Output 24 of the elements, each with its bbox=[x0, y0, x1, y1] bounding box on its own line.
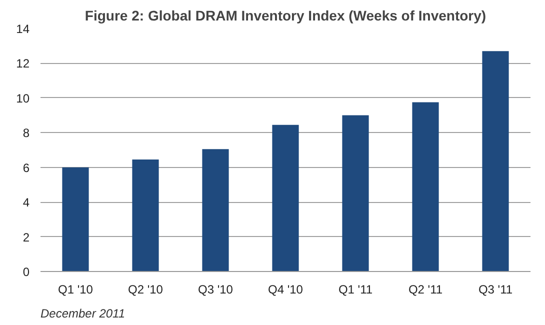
y-tick-label: 8 bbox=[22, 126, 30, 140]
y-tick-label: 4 bbox=[22, 196, 30, 210]
chart-title: Figure 2: Global DRAM Inventory Index (Weeks of Inventory) bbox=[84, 8, 486, 24]
y-tick-label: 2 bbox=[22, 230, 30, 244]
x-tick-label: Q2 '11 bbox=[408, 282, 443, 296]
y-tick-label: 6 bbox=[22, 160, 30, 175]
text: December 2011 bbox=[40, 306, 125, 320]
x-tick-label: Q1 '11 bbox=[338, 282, 373, 296]
bar bbox=[62, 167, 89, 272]
y-tick-label: 10 bbox=[16, 91, 30, 106]
x-tick-label: Q3 '10 bbox=[198, 282, 234, 296]
x-tick-label: Q3 '11 bbox=[478, 282, 513, 296]
x-tick-label: Q1 '10 bbox=[58, 282, 94, 296]
bar bbox=[132, 160, 159, 272]
bar bbox=[342, 115, 369, 272]
bar bbox=[412, 102, 439, 272]
y-tick-label: 12 bbox=[16, 56, 30, 71]
y-tick-label: 14 bbox=[16, 22, 30, 36]
bar bbox=[272, 124, 299, 272]
bar bbox=[202, 149, 229, 272]
y-tick-label: 0 bbox=[22, 265, 30, 279]
x-tick-label: Q4 '10 bbox=[268, 282, 304, 296]
bar bbox=[482, 51, 509, 272]
x-tick-label: Q2 '10 bbox=[128, 282, 164, 296]
